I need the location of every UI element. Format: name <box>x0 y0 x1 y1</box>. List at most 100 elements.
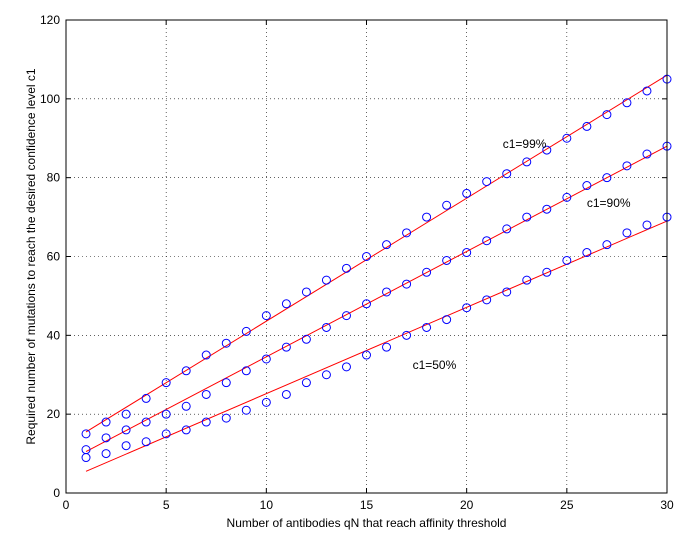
data-point <box>221 378 231 388</box>
data-point <box>442 255 452 265</box>
data-point <box>602 240 612 250</box>
data-point <box>261 397 271 407</box>
data-point <box>181 401 191 411</box>
fit-line <box>85 220 668 472</box>
data-point <box>562 133 572 143</box>
data-point <box>362 299 371 309</box>
data-point <box>341 362 351 372</box>
y-tick-label: 0 <box>53 486 60 500</box>
fit-line <box>85 74 668 433</box>
data-point <box>241 326 251 336</box>
data-point <box>402 279 412 289</box>
data-point <box>422 212 432 222</box>
series-annotation: c1=90% <box>587 196 631 210</box>
series-annotation: c1=50% <box>413 358 457 372</box>
data-point <box>542 145 552 155</box>
annotations: c1=99% c1=90% c1=50% <box>413 137 631 372</box>
data-point <box>161 409 171 419</box>
y-tick-label: 120 <box>40 13 60 27</box>
data-point <box>382 342 392 352</box>
x-tick-label: 10 <box>260 498 274 512</box>
y-tick-label: 20 <box>47 407 61 421</box>
y-tick-label: 80 <box>47 171 61 185</box>
data-point <box>362 252 371 261</box>
y-axis-title: Required number of mutations to reach th… <box>24 68 38 445</box>
data-point <box>522 212 532 222</box>
data-point <box>562 255 572 265</box>
data-point <box>101 433 111 443</box>
x-tick-label: 15 <box>360 498 374 512</box>
data-point <box>622 228 632 238</box>
data-point <box>121 409 131 419</box>
data-point <box>502 287 512 297</box>
data-point <box>602 110 612 120</box>
data-point <box>81 453 91 463</box>
data-point <box>161 429 171 439</box>
markers <box>81 74 672 463</box>
data-point <box>141 417 151 427</box>
x-tick-label: 30 <box>660 498 674 512</box>
data-point <box>642 220 652 230</box>
data-point <box>462 303 472 313</box>
data-point <box>161 378 171 388</box>
data-point <box>341 311 351 321</box>
data-point <box>301 334 311 344</box>
data-point <box>462 188 472 198</box>
data-point <box>522 275 532 285</box>
data-point <box>241 366 251 376</box>
data-point <box>181 425 191 435</box>
data-point <box>642 149 652 159</box>
data-point <box>301 287 311 297</box>
data-point <box>281 389 291 399</box>
data-point <box>181 366 191 376</box>
data-point <box>382 287 392 297</box>
data-point <box>542 204 552 214</box>
data-point <box>502 224 512 234</box>
data-point <box>321 322 331 332</box>
data-point <box>362 350 371 360</box>
data-point <box>622 161 632 171</box>
data-point <box>221 413 231 423</box>
data-point <box>462 248 472 258</box>
series-annotation: c1=99% <box>503 137 547 151</box>
x-tick-label: 0 <box>63 498 70 512</box>
data-point <box>422 267 432 277</box>
data-point <box>542 267 552 277</box>
data-point <box>201 417 211 427</box>
data-point <box>281 342 291 352</box>
ticks: 0 5 10 15 20 25 30 0 20 40 60 80 100 120 <box>40 13 674 512</box>
data-point <box>201 350 211 360</box>
data-point <box>121 441 131 451</box>
data-point <box>562 192 572 202</box>
data-point <box>321 370 331 380</box>
data-point <box>341 263 351 273</box>
data-point <box>522 157 532 167</box>
data-point <box>582 121 592 131</box>
data-point <box>442 200 452 210</box>
data-point <box>241 405 251 415</box>
fit-line <box>85 145 668 453</box>
data-point <box>221 338 231 348</box>
data-point <box>402 330 412 340</box>
x-tick-label: 5 <box>163 498 170 512</box>
x-tick-label: 20 <box>460 498 474 512</box>
data-point <box>101 449 111 459</box>
data-point <box>121 425 131 435</box>
data-point <box>201 389 211 399</box>
data-point <box>482 295 492 305</box>
data-point <box>622 98 632 108</box>
data-point <box>582 181 592 191</box>
data-point <box>382 240 392 250</box>
data-point <box>261 354 271 364</box>
data-point <box>582 248 592 258</box>
fit-lines <box>85 74 668 472</box>
data-point <box>141 437 151 447</box>
y-tick-label: 60 <box>47 250 61 264</box>
grid <box>65 19 668 494</box>
data-point <box>402 228 412 238</box>
y-tick-label: 40 <box>47 328 61 342</box>
data-point <box>101 417 111 427</box>
data-point <box>81 429 91 439</box>
data-point <box>482 177 492 187</box>
